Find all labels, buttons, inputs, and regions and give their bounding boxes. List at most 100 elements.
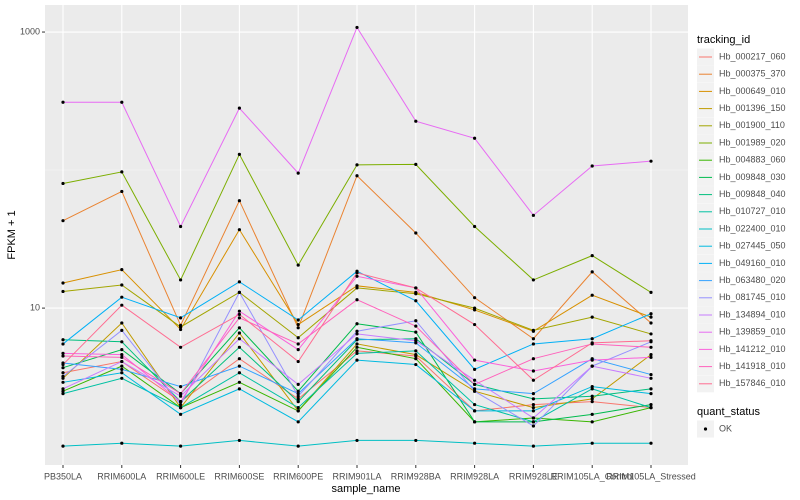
data-point <box>414 292 418 296</box>
data-point <box>473 322 477 327</box>
data-point <box>120 441 124 445</box>
x-tick-label: RRIM600LA <box>97 471 146 481</box>
data-point <box>296 326 300 330</box>
data-point <box>120 170 124 174</box>
legend-label: Hb_139859_010 <box>719 327 786 337</box>
data-point <box>355 358 359 362</box>
legend-label: Hb_000217_060 <box>719 51 786 61</box>
data-point <box>237 326 241 330</box>
data-point <box>531 424 536 428</box>
data-point <box>120 189 124 194</box>
data-point <box>590 315 594 319</box>
data-point <box>414 339 418 343</box>
data-point <box>237 345 241 349</box>
x-tick-label: PB350LA <box>44 471 82 481</box>
data-point <box>120 283 124 287</box>
data-point <box>473 296 477 300</box>
data-point <box>61 219 65 223</box>
data-point <box>590 384 594 389</box>
data-point <box>237 380 241 384</box>
data-point <box>649 321 653 325</box>
data-point <box>120 376 124 380</box>
data-point <box>61 342 65 346</box>
data-point <box>120 359 124 364</box>
legend-label: Hb_001396_150 <box>719 103 786 113</box>
data-point <box>355 342 359 346</box>
data-point <box>296 389 300 393</box>
data-point <box>179 402 183 407</box>
data-point <box>355 438 359 443</box>
legend-label: Hb_000375_370 <box>719 69 786 79</box>
legend-label: Hb_000649_010 <box>719 86 786 96</box>
data-point <box>237 331 241 335</box>
data-point <box>590 387 594 391</box>
data-point <box>237 312 241 317</box>
data-point <box>296 392 300 396</box>
legend-label: Hb_004883_060 <box>719 155 786 165</box>
data-point <box>179 325 183 329</box>
data-point <box>296 171 300 175</box>
data-point <box>61 338 65 342</box>
legend-label: OK <box>719 423 732 433</box>
legend-title: quant_status <box>697 406 760 418</box>
data-point <box>296 359 300 364</box>
data-point <box>590 337 594 341</box>
data-point <box>355 322 359 326</box>
legend-label: Hb_157846_010 <box>719 378 786 388</box>
data-point <box>296 318 300 322</box>
data-point <box>649 392 653 396</box>
data-point <box>649 355 653 359</box>
data-point <box>649 406 653 410</box>
legend-label: Hb_001989_020 <box>719 137 786 147</box>
y-tick-label: 1000 <box>20 26 40 36</box>
data-point <box>237 438 241 443</box>
data-point <box>473 224 477 229</box>
data-point <box>414 357 418 361</box>
data-point <box>120 340 124 344</box>
data-point <box>531 337 536 341</box>
data-point <box>296 444 300 448</box>
data-point <box>590 397 594 401</box>
data-point <box>649 387 653 391</box>
data-point <box>296 342 300 346</box>
data-point <box>296 336 300 340</box>
data-point <box>120 295 124 299</box>
panel <box>45 5 688 465</box>
y-tick-label: 10 <box>30 302 40 312</box>
data-point <box>179 394 183 398</box>
x-tick-label: RRIM928LE <box>509 471 558 481</box>
data-point <box>179 400 183 404</box>
data-point <box>649 376 653 380</box>
data-point <box>531 416 536 420</box>
data-point <box>120 348 124 352</box>
data-point <box>414 299 418 303</box>
data-point <box>296 397 300 401</box>
data-point <box>414 349 418 353</box>
data-point <box>179 384 183 389</box>
data-point <box>296 394 300 398</box>
data-point <box>61 281 65 285</box>
data-point <box>355 329 359 333</box>
data-point <box>590 270 594 274</box>
data-point <box>531 397 536 401</box>
data-point <box>120 268 124 272</box>
data-point <box>649 315 653 319</box>
x-tick-label: RRIM105LA_Stressed <box>606 471 696 481</box>
data-point <box>473 367 477 371</box>
data-point <box>649 441 653 445</box>
legend-label: Hb_010727_010 <box>719 206 786 216</box>
data-point <box>61 100 65 104</box>
data-point <box>590 164 594 168</box>
data-point <box>61 354 65 358</box>
data-point <box>179 412 183 416</box>
data-point <box>296 263 300 267</box>
data-point <box>355 271 359 275</box>
data-point <box>649 339 653 343</box>
data-point <box>237 152 241 156</box>
data-point <box>649 290 653 294</box>
data-point <box>237 371 241 375</box>
data-point <box>61 380 65 384</box>
data-point <box>296 420 300 424</box>
legend-label: Hb_009848_030 <box>719 172 786 182</box>
data-point <box>414 231 418 235</box>
